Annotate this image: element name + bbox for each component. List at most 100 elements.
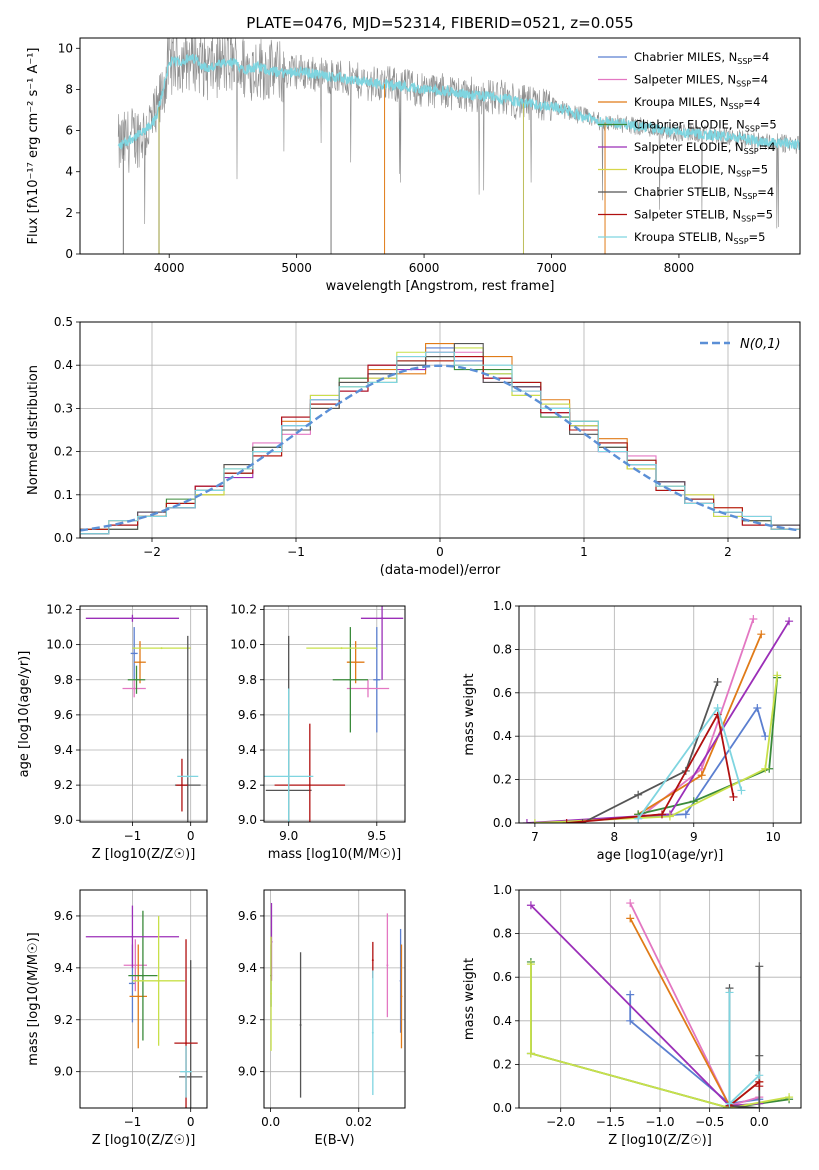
weight-marker [749, 615, 758, 624]
y-tick-label: 9.6 [54, 909, 73, 923]
legend-subscript: SSP [736, 170, 751, 179]
legend-subscript: SSP [744, 147, 759, 156]
data-point-5 [157, 979, 160, 982]
legend-subscript: SSP [742, 192, 757, 201]
y-tick-label: 0.4 [493, 1014, 512, 1028]
x-tick-label: −1 [124, 1115, 142, 1129]
y-tick-label: 1.0 [493, 883, 512, 897]
x-tick-label: 8 [611, 830, 619, 844]
data-point-7 [308, 784, 311, 787]
y-tick-label: 6 [65, 124, 73, 138]
x-axis-label: Z [log10(Z/Z☉)] [92, 847, 196, 862]
gaussian-curve [80, 364, 800, 532]
x-axis-label: Z [log10(Z/Z☉)] [608, 1133, 712, 1148]
weight-marker [713, 677, 722, 686]
y-tick-label: 0.2 [54, 445, 73, 459]
y-axis-label: age [log10(age/yr)] [17, 651, 32, 778]
x-tick-label: 10 [766, 830, 781, 844]
y-tick-label: 0.0 [493, 816, 512, 830]
weight-marker [634, 814, 643, 823]
plot-area [117, 38, 800, 254]
weight-marker [681, 810, 690, 819]
data-point-3 [141, 974, 144, 977]
weight-marker [526, 901, 535, 910]
y-tick-label: 9.6 [54, 708, 73, 722]
y-tick-label: 9.6 [238, 909, 257, 923]
data-point-1 [366, 687, 369, 690]
x-tick-label: 0.0 [750, 1115, 769, 1129]
weight-series-6 [582, 681, 719, 823]
legend-subscript: SSP [741, 215, 756, 224]
y-tick-label: 9.2 [238, 1013, 257, 1027]
weight-marker [773, 671, 782, 680]
legend-value: =4 [751, 73, 768, 87]
residual-histogram-panel: −2 −1 0 1 2 0.0 0.1 0.2 0.3 0.4 0.5 (data-model)/er… [26, 315, 801, 578]
x-axis-label: Z [log10(Z/Z☉)] [92, 1133, 196, 1148]
axes-frame [79, 605, 208, 823]
weight-marker [626, 914, 635, 923]
data-point-5 [270, 992, 273, 995]
y-tick-label: 9.4 [238, 961, 257, 975]
x-tick-label: 9.0 [279, 829, 298, 843]
y-tick-label: 10.0 [46, 638, 73, 652]
x-tick-label: 7000 [536, 261, 567, 275]
legend-label: Salpeter MILES, NSSP=4 [634, 73, 768, 89]
weight-marker [761, 732, 770, 741]
weight-marker [562, 819, 571, 823]
weight-marker [626, 899, 635, 908]
plot-area [85, 614, 201, 822]
x-tick-label: 7 [531, 830, 539, 844]
weight-marker [725, 1099, 734, 1108]
y-tick-label: 9.2 [54, 778, 73, 792]
weight-marker [725, 988, 734, 997]
weight-marker [578, 819, 587, 823]
y-tick-label: 10.2 [230, 603, 257, 617]
data-point-3 [349, 678, 352, 681]
massweight-vs-metallicity-panel: −2.0 −1.5 −1.0 −0.5 0.0 0.0 0.2 0.4 0.6 0.8 1.0 Z [… [462, 883, 802, 1148]
plot-area [264, 606, 404, 822]
weight-marker [634, 790, 643, 799]
weight-marker [713, 703, 722, 712]
legend-value: =4 [744, 95, 761, 109]
plot-area [270, 902, 403, 1098]
weight-marker [729, 792, 738, 801]
x-tick-label: −1.5 [596, 1115, 625, 1129]
x-tick-label: 0 [436, 545, 444, 559]
weight-marker [757, 630, 766, 639]
x-tick-label: 1 [580, 545, 588, 559]
y-tick-label: 0.8 [493, 642, 512, 656]
weight-marker [665, 812, 674, 821]
legend-subscript: SSP [736, 80, 751, 89]
weight-marker [785, 617, 794, 626]
y-tick-label: 2 [65, 206, 73, 220]
x-axis-label: wavelength [Angstrom, rest frame] [326, 279, 555, 294]
y-tick-label: 9.4 [238, 743, 257, 757]
plot-area [526, 899, 794, 1108]
axes-frame [79, 37, 801, 255]
legend-subscript: SSP [734, 237, 749, 246]
legend-subscript: SSP [729, 102, 744, 111]
axes-frame [79, 321, 801, 539]
legend-value: =4 [757, 185, 774, 199]
weight-marker [626, 1016, 635, 1025]
legend-label: Salpeter STELIB, NSSP=5 [634, 208, 773, 224]
legend-value: =4 [759, 140, 776, 154]
y-tick-label: 0.6 [493, 686, 512, 700]
y-axis-label: mass weight [462, 958, 477, 1040]
data-point-0 [131, 982, 134, 985]
y-axis-label: mass [log10(M/M☉)] [26, 932, 41, 1065]
y-tick-label: 9.8 [54, 673, 73, 687]
mass-vs-metallicity-panel: −1 0 9.0 9.2 9.4 9.6 Z [log10(Z/Z☉)] mass [log1… [26, 889, 208, 1148]
data-point-7 [371, 959, 374, 962]
y-tick-label: 8 [65, 82, 73, 96]
weight-series-7 [566, 711, 735, 823]
y-tick-label: 0.1 [54, 488, 73, 502]
x-axis-label: (data-model)/error [380, 563, 501, 578]
axes-frame [263, 605, 406, 823]
x-axis-label: mass [log10(M/M☉)] [268, 847, 401, 862]
y-tick-label: 9.0 [54, 1065, 73, 1079]
residual-legend: N(0,1) [700, 337, 781, 352]
weight-marker [755, 1051, 764, 1060]
x-axis-label: E(B-V) [314, 1133, 354, 1148]
data-point-5 [340, 647, 343, 650]
